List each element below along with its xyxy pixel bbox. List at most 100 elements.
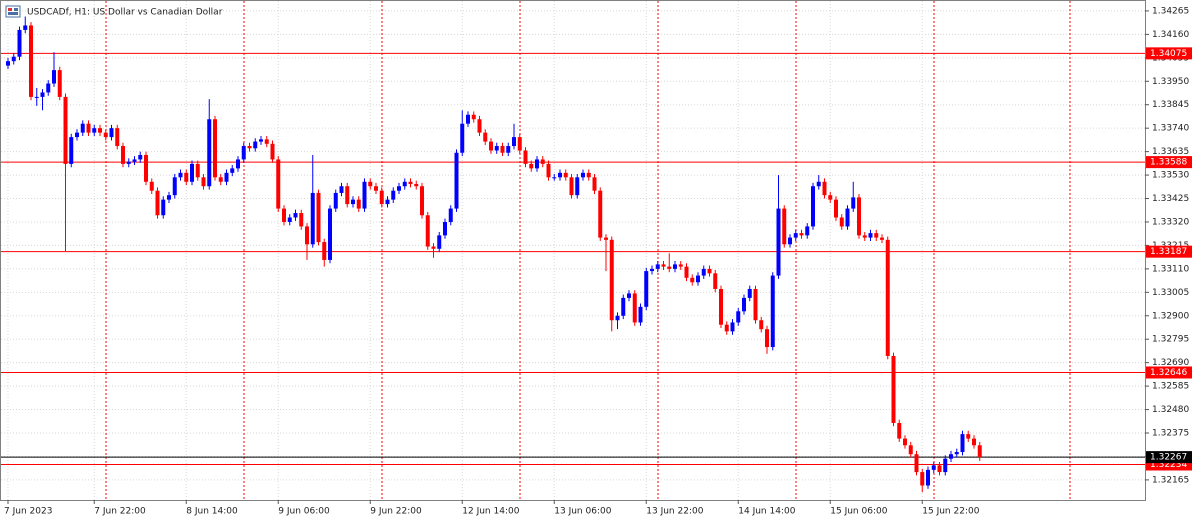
candle-body	[63, 96, 68, 164]
candle-body	[558, 172, 562, 178]
x-tick-label: 9 Jun 06:00	[278, 507, 330, 517]
y-tick-label: 1.33425	[1152, 194, 1189, 204]
candle-body	[586, 172, 591, 178]
candle-body	[862, 235, 867, 238]
price-label: 1.32646	[1150, 368, 1187, 378]
price-label-box	[1146, 366, 1192, 379]
candle-body	[253, 141, 258, 149]
candle-body	[627, 293, 631, 298]
candle-body	[546, 163, 551, 178]
candle-body	[115, 128, 120, 147]
candle-body	[178, 172, 183, 178]
candle-body	[621, 297, 626, 316]
price-label: 1.33187	[1150, 247, 1187, 257]
candle-body	[339, 186, 344, 193]
candle-body	[673, 264, 677, 269]
candle-body	[92, 128, 97, 133]
x-tick-label: 15 Jun 22:00	[922, 507, 979, 517]
candle-body	[190, 163, 194, 182]
candle-body	[69, 137, 74, 164]
candle-body	[972, 438, 976, 446]
candle-body	[644, 271, 649, 307]
candle-body	[908, 445, 913, 455]
candle-body	[943, 458, 948, 473]
candle-body	[857, 197, 861, 236]
candle-body	[40, 92, 45, 97]
candle-body	[6, 61, 10, 66]
candle-body	[535, 159, 539, 169]
candle-body	[575, 177, 580, 196]
y-tick-label: 1.33950	[1152, 77, 1189, 87]
candle-body	[799, 233, 804, 236]
x-tick-label: 7 Jun 2023	[4, 507, 52, 517]
candle-body	[650, 268, 654, 272]
candle-body	[264, 139, 269, 144]
candle-body	[494, 146, 499, 151]
candle-body	[471, 114, 476, 120]
chart-header: USDCADf, H1: US Dollar vs Canadian Dolla…	[5, 5, 223, 18]
candle-body	[431, 246, 436, 249]
candle-body	[839, 217, 844, 227]
candle-body	[138, 154, 143, 160]
candle-body	[776, 208, 781, 276]
candle-body	[52, 70, 56, 84]
axes: 1.342651.341601.340551.339501.338451.337…	[4, 6, 1192, 517]
y-tick-label: 1.33740	[1152, 124, 1189, 134]
candle-body	[667, 266, 672, 269]
candle-body	[523, 150, 528, 164]
candle-body	[506, 146, 511, 153]
candle-body	[172, 177, 177, 196]
candle-body	[885, 239, 890, 356]
candle-body	[770, 275, 775, 348]
candle-body	[655, 264, 660, 269]
y-tick-label: 1.32690	[1152, 358, 1189, 368]
candle-body	[420, 186, 424, 216]
y-tick-label: 1.32585	[1152, 382, 1189, 392]
candle-body	[34, 96, 39, 98]
candle-body	[299, 213, 304, 227]
candle-body	[724, 324, 729, 332]
candle-body	[149, 181, 154, 191]
candle-body	[98, 128, 102, 133]
candle-body	[57, 70, 62, 97]
candle-body	[328, 208, 332, 260]
candle-body	[75, 132, 79, 138]
candle-body	[167, 195, 171, 200]
candle-body	[540, 159, 545, 164]
candle-body	[960, 434, 965, 452]
candle-body	[322, 242, 327, 260]
candle-body	[195, 163, 200, 178]
candle-body	[788, 237, 792, 245]
grid	[1, 1, 1145, 500]
candle-body	[46, 83, 51, 93]
candle-body	[391, 190, 396, 200]
candle-body	[379, 190, 384, 205]
candle-body	[17, 29, 22, 57]
candle-body	[374, 186, 378, 191]
candle-body	[609, 239, 614, 321]
chart-icon-part	[8, 8, 12, 11]
y-tick-label: 1.33005	[1152, 288, 1189, 298]
y-tick-label: 1.32165	[1152, 475, 1189, 485]
candle-body	[247, 146, 252, 149]
candle-body	[345, 186, 350, 205]
candle-body	[333, 192, 338, 209]
candle-body	[834, 199, 838, 218]
candle-body	[880, 237, 884, 240]
candle-body	[385, 199, 390, 205]
candle-body	[684, 266, 689, 278]
candle-body	[466, 114, 470, 124]
candle-body	[362, 181, 367, 209]
candle-body	[259, 139, 263, 142]
candle-body	[408, 181, 413, 185]
candle-body	[425, 215, 430, 247]
candle-body	[822, 181, 827, 196]
price-label-box	[1146, 156, 1192, 169]
candle-body	[949, 454, 953, 459]
candle-body	[937, 465, 942, 473]
candle-body	[604, 237, 608, 240]
y-tick-label: 1.33530	[1152, 171, 1189, 181]
candle-body	[753, 288, 758, 321]
y-tick-label: 1.32795	[1152, 335, 1189, 345]
y-tick-label: 1.32480	[1152, 405, 1189, 415]
